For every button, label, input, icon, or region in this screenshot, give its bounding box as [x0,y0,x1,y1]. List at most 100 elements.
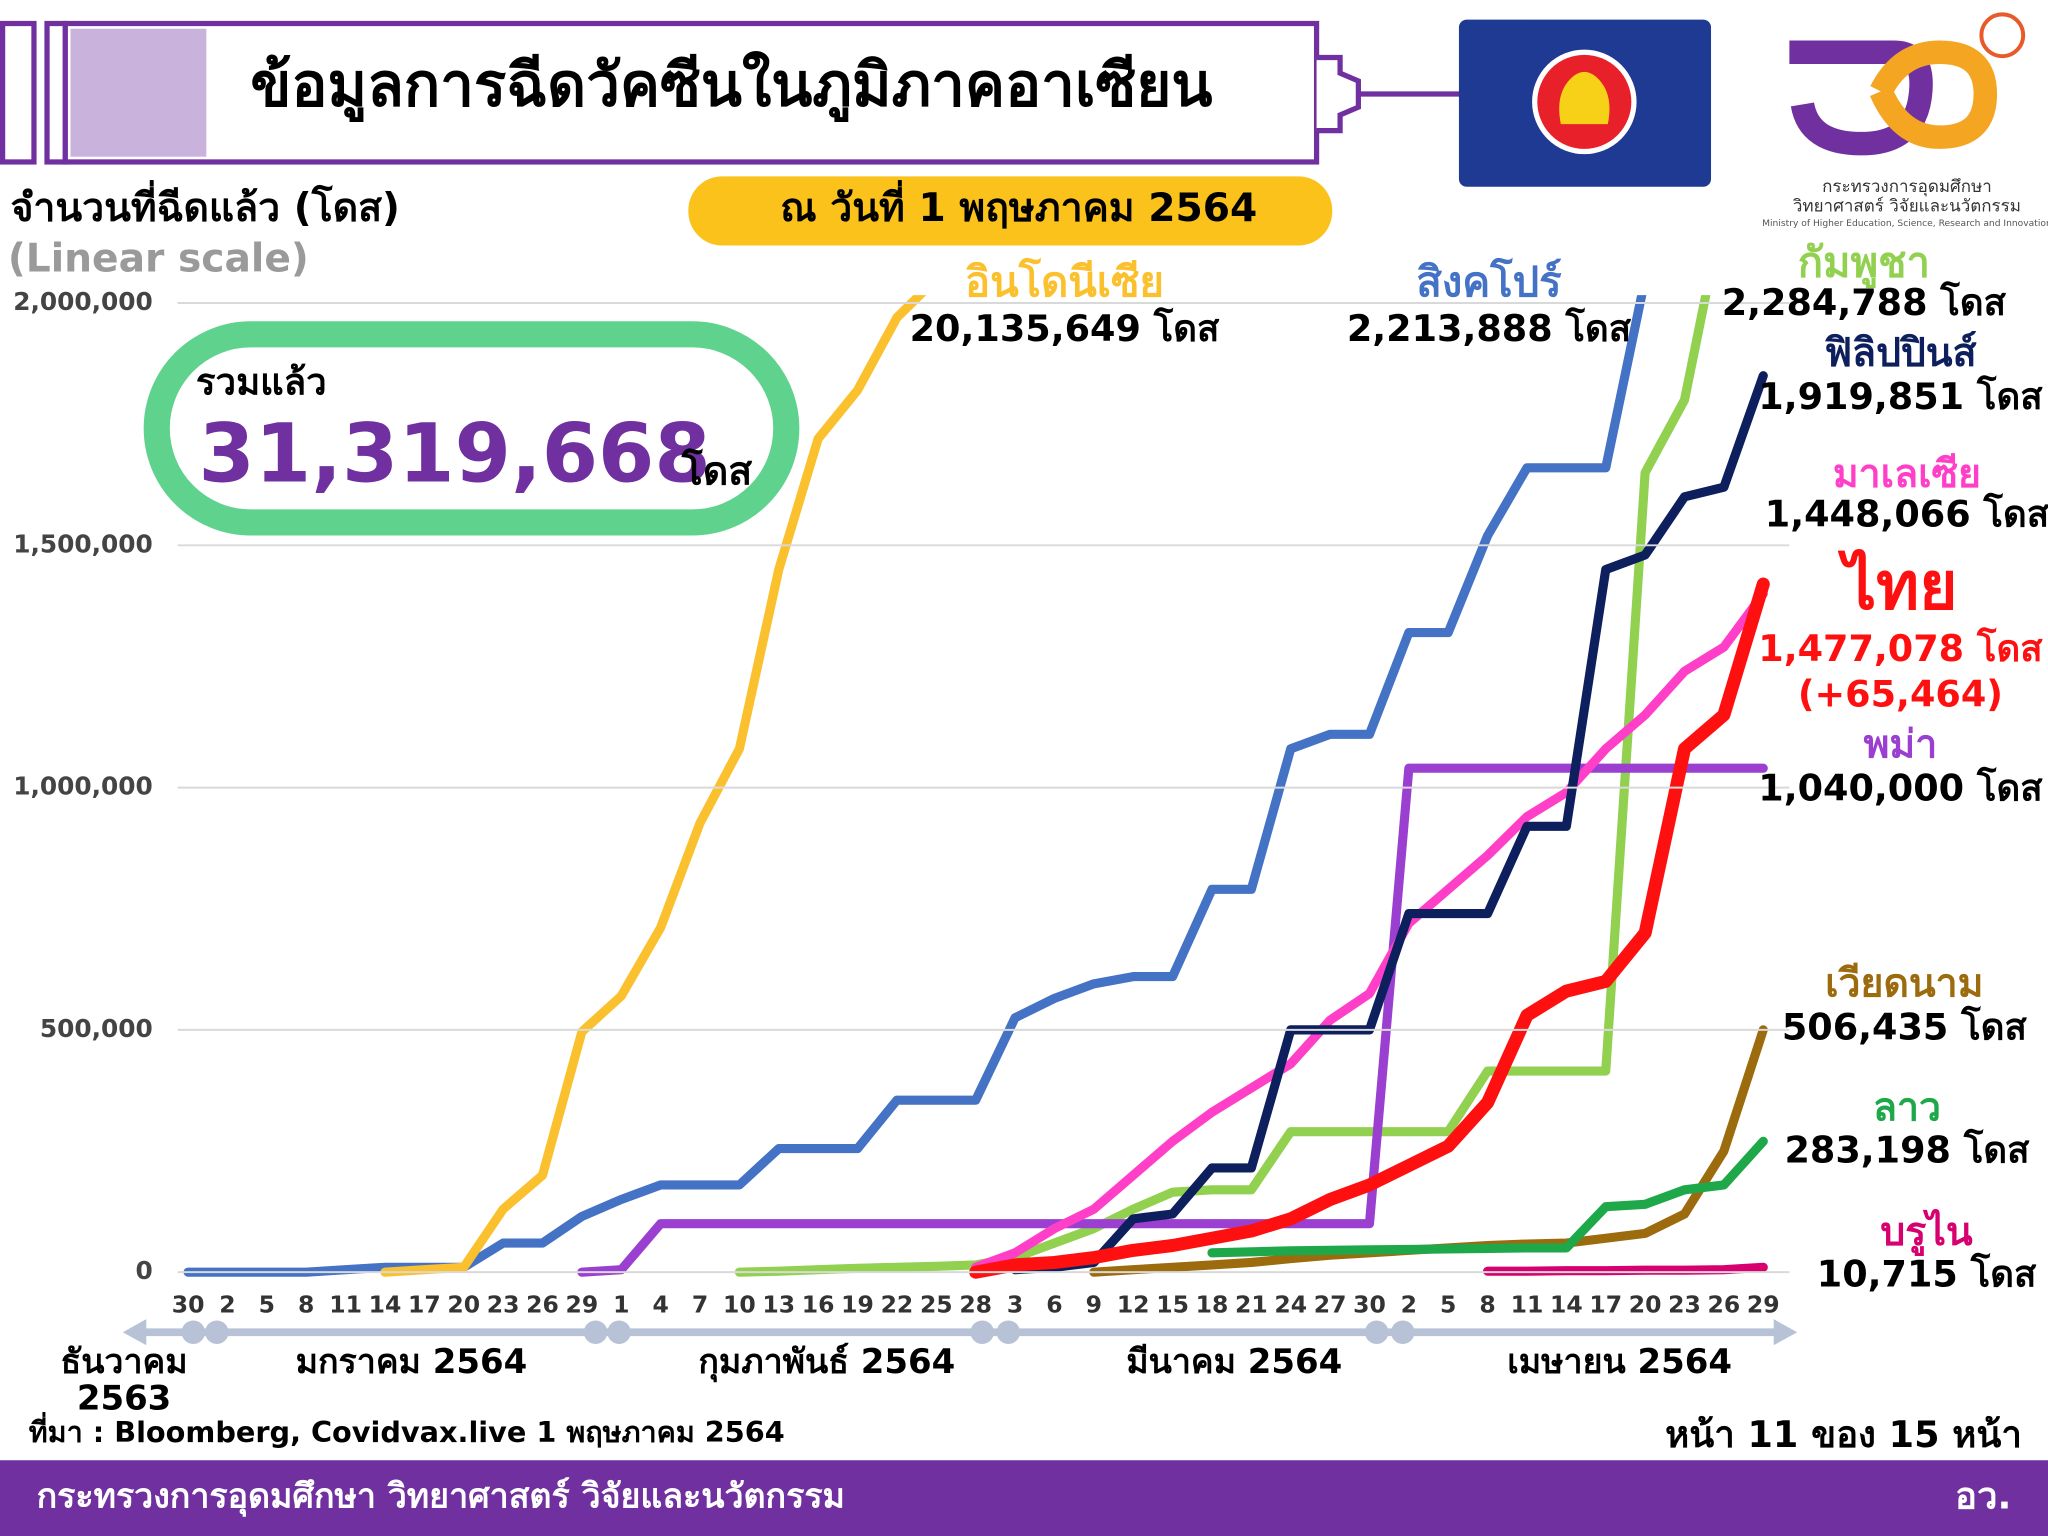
y-tick-label: 1,500,000 [13,529,153,558]
x-tick-label: 13 [762,1291,795,1319]
x-tick-label: 28 [959,1291,992,1319]
x-tick-label: 14 [1550,1291,1583,1319]
x-tick-label: 25 [920,1291,953,1319]
x-tick-label: 23 [487,1291,520,1319]
x-tick-label: 19 [841,1291,874,1319]
x-tick-label: 1 [613,1291,629,1319]
x-tick-label: 24 [1274,1291,1307,1319]
series-total: 10,715 โดส [1817,1253,2037,1296]
logo-text: วิทยาศาสตร์ วิจัยและนวัตกรรม [1792,196,2021,216]
month-label: มกราคม 2564 [296,1342,528,1382]
legend-label: ฟิลิปปินส์ [1824,330,1976,376]
total-value: 31,319,668 [199,408,711,502]
x-tick-label: 26 [1708,1291,1741,1319]
syringe-body [62,20,1320,165]
x-tick-label: 4 [652,1291,668,1319]
series-total: 2,284,788 โดส [1722,281,2007,324]
x-tick-label: 11 [1511,1291,1544,1319]
total-unit: โดส [681,448,752,495]
source: ที่มา : Bloomberg, Covidvax.live 1 พฤษภา… [29,1411,785,1449]
logo-text: Ministry of Higher Education, Science, R… [1762,219,2048,229]
series-line [577,763,1768,1277]
y-tick-label: 1,000,000 [13,772,153,801]
x-tick-label: 8 [298,1291,314,1319]
x-tick-label: 16 [802,1291,835,1319]
flag-rice [1559,71,1610,125]
x-tick-label: 17 [1589,1291,1622,1319]
series-total: 506,435 โดส [1782,1006,2028,1049]
page-number: หน้า 11 ของ 15 หน้า [1665,1413,2022,1456]
series-total: 1,919,851 โดส [1758,375,2043,418]
series-total: 1,477,078 โดส [1758,627,2043,670]
total-caption: รวมแล้ว [196,361,327,404]
series-line [1010,371,1768,1275]
x-tick-label: 17 [408,1291,441,1319]
legend-label: สิงคโปร์ [1416,257,1562,306]
x-tick-label: 7 [692,1291,708,1319]
x-tick-label: 6 [1046,1291,1062,1319]
x-tick-label: 2 [1401,1291,1417,1319]
x-tick-label: 3 [1007,1291,1023,1319]
x-tick-label: 26 [526,1291,559,1319]
legend-label: อินโดนีเซีย [965,257,1164,306]
x-tick-label: 30 [1353,1291,1386,1319]
month-label: 2563 [77,1379,171,1419]
y-tick-label: 2,000,000 [13,287,153,316]
legend-label: ลาว [1873,1086,1941,1131]
x-tick-label: 27 [1314,1291,1347,1319]
title: ข้อมูลการฉีดวัคซีนในภูมิภาคอาเซียน [250,50,1212,122]
syringe-fill [70,28,207,157]
x-tick-label: 21 [1235,1291,1268,1319]
date: ณ วันที่ 1 พฤษภาคม 2564 [780,180,1257,231]
legend-label: บรูไน [1880,1208,1973,1256]
x-tick-label: 12 [1117,1291,1150,1319]
series-line [1483,1262,1768,1276]
total-box [143,321,800,536]
series-total: 1,040,000 โดส [1758,767,2043,810]
x-tick-label: 23 [1668,1291,1701,1319]
x-tick-label: 20 [1629,1291,1662,1319]
series-line [380,295,927,1277]
legend-label: กัมพูชา [1798,238,1930,289]
x-tick-label: 5 [259,1291,275,1319]
x-tick-label: 30 [172,1291,205,1319]
x-tick-label: 29 [1747,1291,1780,1319]
x-tick-label: 18 [1196,1291,1229,1319]
x-tick-label: 8 [1479,1291,1495,1319]
logo-atom [1979,12,2026,59]
ministry: กระทรวงการอุดมศึกษา วิทยาศาสตร์ วิจัยและ… [37,1477,845,1518]
legend-label: ไทย [1837,547,1957,624]
footer-bar [0,1460,2048,1536]
month-label: ธันวาคม [61,1342,188,1382]
x-tick-label: 14 [369,1291,402,1319]
y-axis-title: จำนวนที่ฉีดแล้ว (โดส) [10,180,400,231]
series-total: 2,213,888 โดส [1347,307,1632,350]
month-label: เมษายน 2564 [1507,1342,1732,1382]
scale-note: (Linear scale) [8,237,309,282]
ministry-short: อว. [1955,1475,2011,1518]
series-line [734,295,1711,1277]
x-tick-label: 9 [1086,1291,1102,1319]
x-tick-label: 22 [881,1291,914,1319]
month-label: กุมภาพันธ์ 2564 [698,1342,955,1383]
y-tick-label: 0 [136,1256,153,1285]
date-badge [688,176,1333,246]
month-label: มีนาคม 2564 [1126,1342,1342,1382]
x-tick-label: 5 [1440,1291,1456,1319]
plunger [44,20,68,165]
y-tick-label: 500,000 [40,1014,153,1043]
series-total: 283,198 โดส [1784,1129,2030,1172]
legend-label: เวียดนาม [1825,962,1983,1007]
x-tick-label: 11 [329,1291,362,1319]
legend-label: พม่า [1864,723,1938,768]
x-tick-label: 10 [723,1291,756,1319]
series-line [971,589,1768,1272]
series-line [969,577,1770,1279]
x-tick-label: 15 [1156,1291,1189,1319]
x-tick-label: 20 [447,1291,480,1319]
month-dividers [181,1320,1415,1344]
series-line [1207,1136,1768,1258]
logo-mark [1870,40,1998,149]
x-tick-label: 29 [566,1291,599,1319]
